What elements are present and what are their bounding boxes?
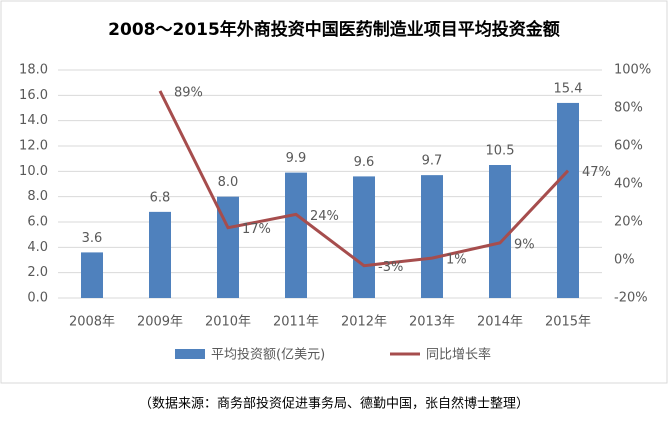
x-tick-label: 2010年 [205, 315, 251, 330]
line-value-label: -3% [378, 260, 403, 275]
y-tick-label: 18.0 [19, 63, 48, 78]
line-value-label: 47% [582, 165, 611, 180]
y2-tick-label: 40% [614, 177, 643, 192]
y-tick-label: 12.0 [19, 139, 48, 154]
y-tick-label: 0.0 [27, 291, 48, 306]
x-tick-label: 2009年 [137, 315, 183, 330]
line-value-label: 24% [310, 209, 339, 224]
chart-frame [0, 0, 668, 384]
y2-tick-label: 80% [614, 101, 643, 116]
bar [81, 252, 103, 298]
x-tick-label: 2012年 [341, 315, 387, 330]
bar [421, 175, 443, 298]
bar [557, 102, 579, 298]
y-tick-label: 6.0 [27, 215, 48, 230]
x-tick-label: 2013年 [409, 315, 455, 330]
line-value-label: 17% [242, 222, 271, 237]
y2-tick-label: 100% [614, 63, 651, 78]
legend-swatch [175, 349, 205, 359]
bar-value-label: 10.5 [486, 144, 515, 159]
bar [353, 176, 375, 298]
y-tick-label: 2.0 [27, 265, 48, 280]
y-tick-label: 16.0 [19, 88, 48, 103]
bar-value-label: 9.7 [422, 154, 443, 169]
bar-value-label: 9.6 [354, 155, 375, 170]
bar [285, 172, 307, 298]
bar-value-label: 3.6 [82, 231, 103, 246]
x-tick-label: 2011年 [273, 315, 319, 330]
bar-value-label: 6.8 [150, 190, 171, 205]
bar-value-label: 9.9 [286, 151, 307, 166]
source-note: （数据来源：商务部投资促进事务局、德勤中国，张自然博士整理） [139, 396, 529, 412]
bar [217, 196, 239, 298]
bar-value-label: 15.4 [554, 81, 583, 96]
y2-tick-label: -20% [614, 291, 648, 306]
chart-title: 2008～2015年外商投资中国医药制造业项目平均投资金额 [108, 19, 560, 40]
x-tick-label: 2008年 [69, 315, 115, 330]
legend-label: 平均投资额(亿美元) [211, 347, 325, 363]
y-tick-label: 14.0 [19, 113, 48, 128]
line-value-label: 89% [174, 85, 203, 100]
bar [149, 211, 171, 298]
y-tick-label: 4.0 [27, 240, 48, 255]
y2-tick-label: 20% [614, 215, 643, 230]
line [158, 90, 570, 268]
bar-value-label: 8.0 [218, 175, 239, 190]
x-tick-label: 2014年 [477, 315, 523, 330]
y-tick-label: 10.0 [19, 164, 48, 179]
y-tick-label: 8.0 [27, 189, 48, 204]
legend-label: 同比增长率 [426, 347, 491, 363]
line-value-label: 1% [446, 253, 467, 268]
y2-tick-label: 60% [614, 139, 643, 154]
x-tick-label: 2015年 [545, 315, 591, 330]
y2-tick-label: 0% [614, 253, 635, 268]
bar [489, 165, 511, 298]
line-value-label: 9% [514, 237, 535, 252]
